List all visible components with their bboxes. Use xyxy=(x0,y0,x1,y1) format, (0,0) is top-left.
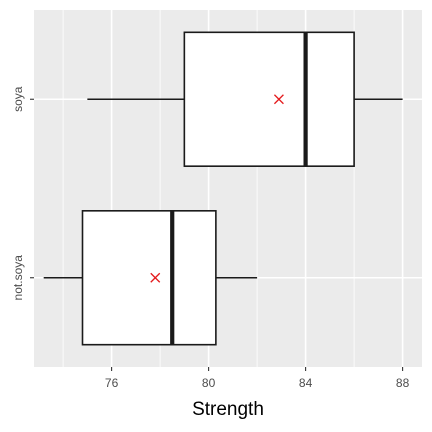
y-tick-label: soya xyxy=(11,86,25,112)
y-tick-label: not.soya xyxy=(11,255,25,301)
x-axis-ticks: 76 80 84 88 xyxy=(105,367,410,390)
mean-marker xyxy=(273,94,284,105)
x-tick-label: 80 xyxy=(202,376,216,390)
boxes xyxy=(43,31,403,346)
x-tick-label: 84 xyxy=(299,376,313,390)
box-not.soya xyxy=(43,210,258,346)
x-tick-label: 76 xyxy=(105,376,119,390)
x-tick-label: 88 xyxy=(396,376,410,390)
mean-marker xyxy=(150,272,161,283)
y-axis-ticks: soya not.soya xyxy=(11,86,34,300)
x-axis-title: Strength xyxy=(192,399,264,420)
box-iqr xyxy=(81,210,217,346)
box-soya xyxy=(87,31,403,167)
box-iqr xyxy=(183,31,355,167)
